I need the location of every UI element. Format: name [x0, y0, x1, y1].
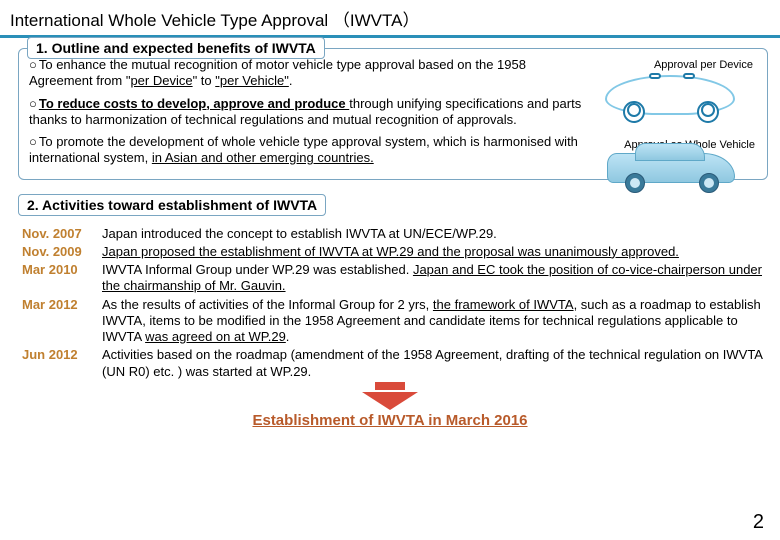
- arrow-down-icon: [0, 382, 780, 410]
- timeline-row: Nov. 2007Japan introduced the concept to…: [22, 226, 768, 242]
- page-title: International Whole Vehicle Type Approva…: [0, 0, 780, 38]
- section-2: 2. Activities toward establishment of IW…: [18, 194, 768, 220]
- bullet-1: ○To enhance the mutual recognition of mo…: [29, 57, 587, 90]
- timeline: Nov. 2007Japan introduced the concept to…: [22, 226, 768, 380]
- bullet-3-text: To promote the development of whole vehi…: [29, 134, 578, 165]
- page-number: 2: [753, 511, 764, 534]
- bullet-2-text: To reduce costs to develop, approve and …: [29, 96, 581, 127]
- timeline-row: Mar 2010IWVTA Informal Group under WP.29…: [22, 262, 768, 295]
- bullet-3: ○To promote the development of whole veh…: [29, 134, 587, 167]
- timeline-row: Jun 2012Activities based on the roadmap …: [22, 347, 768, 380]
- section-1: 1. Outline and expected benefits of IWVT…: [18, 48, 768, 180]
- section-1-header: 1. Outline and expected benefits of IWVT…: [27, 37, 325, 59]
- bullet-1-text: To enhance the mutual recognition of mot…: [29, 57, 526, 88]
- bullet-2: ○To reduce costs to develop, approve and…: [29, 96, 587, 129]
- final-statement: Establishment of IWVTA in March 2016: [0, 412, 780, 429]
- section-2-header: 2. Activities toward establishment of IW…: [18, 194, 326, 216]
- diagram: Approval per Device Approval as Whole Ve…: [587, 57, 757, 173]
- timeline-row: Nov. 2009Japan proposed the establishmen…: [22, 244, 768, 260]
- diagram-label-top: Approval per Device: [654, 59, 753, 71]
- timeline-row: Mar 2012As the results of activities of …: [22, 297, 768, 346]
